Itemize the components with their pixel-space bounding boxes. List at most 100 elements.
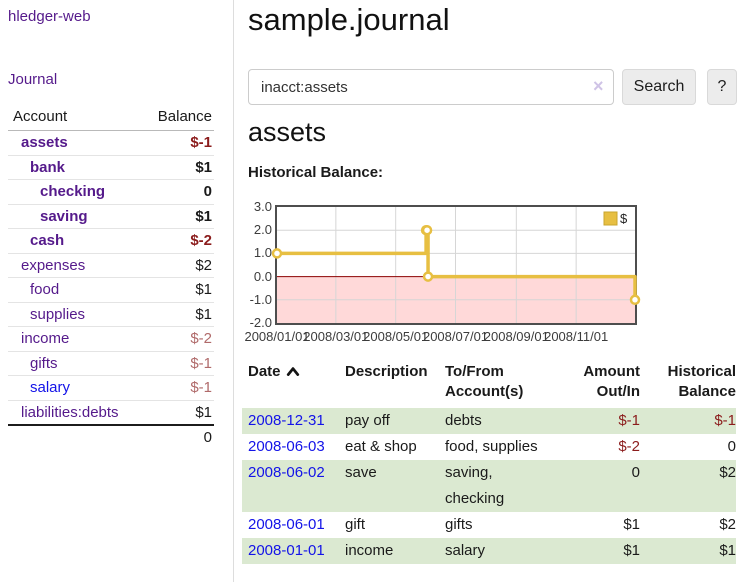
register-row: 2008-06-03 eat & shop food, supplies $-2 0 xyxy=(242,434,736,460)
register-date-cell: 2008-06-02 xyxy=(242,460,345,512)
x-axis-tick-label: 2008/07/01 xyxy=(422,329,489,344)
brand-link[interactable]: hledger-web xyxy=(8,8,91,25)
sidebar-account-income[interactable]: income xyxy=(21,330,70,347)
account-balance: $-2 xyxy=(190,330,212,347)
sidebar-account-checking[interactable]: checking xyxy=(40,183,106,200)
register-accounts-text: salary xyxy=(445,542,486,559)
date-column-header[interactable]: Date xyxy=(242,362,345,402)
clear-search-icon[interactable]: × xyxy=(593,76,604,96)
register-description-cell: gift xyxy=(345,516,366,533)
account-balance: $1 xyxy=(195,403,212,421)
account-row: cash $-2 xyxy=(8,229,214,254)
chart-data-point[interactable] xyxy=(629,294,641,306)
account-total-value: 0 xyxy=(203,429,212,446)
account-row: gifts $-1 xyxy=(8,352,214,376)
register-row: 2008-12-31 pay off debts $-1 $-1 xyxy=(242,408,736,434)
x-axis-tick-label: 2008/05/01 xyxy=(363,329,429,344)
account-row: checking 0 xyxy=(8,180,214,205)
account-total-row: 0 xyxy=(8,424,214,449)
sidebar-account-supplies[interactable]: supplies xyxy=(30,305,86,323)
transaction-date-link[interactable]: 2008-06-01 xyxy=(248,516,325,533)
account-balance: $1 xyxy=(195,281,212,298)
sidebar-item-journal[interactable]: Journal xyxy=(8,71,58,88)
sort-ascending-icon xyxy=(286,367,299,376)
legend-swatch xyxy=(603,211,618,226)
amount-header-line2: Out/In xyxy=(596,383,640,400)
help-button[interactable]: ? xyxy=(707,69,737,105)
chart-data-point[interactable] xyxy=(421,224,433,236)
account-tree: Account Balance assets $-1 bank $1 checking 0… xyxy=(8,104,214,449)
account-balance: $-1 xyxy=(190,379,212,396)
register-balance-cell: $1 xyxy=(719,542,736,559)
sidebar-account-gifts[interactable]: gifts xyxy=(30,354,58,372)
transaction-date-link[interactable]: 2008-06-02 xyxy=(248,464,325,481)
register-accounts-cell: saving, checking xyxy=(445,460,560,512)
register-header: Date Description To/From Account(s) Amou… xyxy=(242,362,736,408)
transaction-date-link[interactable]: 2008-06-03 xyxy=(248,438,325,455)
register-accounts-cell: gifts xyxy=(445,512,560,538)
register-date-cell: 2008-12-31 xyxy=(242,408,345,434)
accounts-column-header: To/From Account(s) xyxy=(445,362,560,402)
chart-plot[interactable]: $ xyxy=(271,205,641,325)
chart-title: Historical Balance: xyxy=(248,164,384,181)
y-axis-tick-label: -1.0 xyxy=(249,291,272,307)
account-balance: $-1 xyxy=(190,354,212,372)
page-title: sample.journal xyxy=(248,2,450,37)
register-description-cell: save xyxy=(345,464,377,481)
register-date-cell: 2008-01-01 xyxy=(242,538,345,564)
transaction-date-link[interactable]: 2008-12-31 xyxy=(248,412,325,429)
register-description-cell: pay off xyxy=(345,412,390,429)
register-balance-cell: 0 xyxy=(727,438,736,455)
register-amount-cell: $-2 xyxy=(618,438,640,455)
accounts-header-line2: Account(s) xyxy=(445,383,524,400)
y-axis-tick-label: 0.0 xyxy=(253,268,272,284)
register-accounts-text: food, supplies xyxy=(445,438,538,455)
chart-data-point[interactable] xyxy=(271,248,283,259)
sidebar-account-saving[interactable]: saving xyxy=(40,207,88,225)
register-accounts-text: saving, checking xyxy=(445,464,505,507)
legend-label: $ xyxy=(620,211,628,226)
sidebar-account-food[interactable]: food xyxy=(30,281,60,298)
sidebar-account-cash[interactable]: cash xyxy=(30,232,65,249)
account-row: salary $-1 xyxy=(8,376,214,401)
chart-canvas[interactable]: $ xyxy=(271,207,641,323)
register-accounts-text: gifts xyxy=(445,516,473,533)
register-description-cell: eat & shop xyxy=(345,438,417,455)
account-row: liabilities:debts $1 xyxy=(8,401,214,425)
x-axis-tick-label: 2008/09/01 xyxy=(483,329,549,344)
date-column-label: Date xyxy=(248,363,281,380)
register-row: 2008-06-01 gift gifts $1 $2 xyxy=(242,512,736,538)
y-axis-tick-label: 2.0 xyxy=(253,222,272,238)
account-tree-header: Account Balance xyxy=(8,104,214,131)
sidebar-account-salary[interactable]: salary xyxy=(30,379,71,396)
account-balance: 0 xyxy=(203,183,212,200)
search-button[interactable]: Search xyxy=(622,69,696,105)
sidebar-account-liabilities-debts[interactable]: liabilities:debts xyxy=(21,403,119,421)
register-date-cell: 2008-06-03 xyxy=(242,434,345,460)
account-balance: $1 xyxy=(195,207,212,225)
balance-column-header: Balance xyxy=(157,108,212,125)
account-row: supplies $1 xyxy=(8,303,214,327)
account-balance: $2 xyxy=(195,256,212,274)
search-input[interactable] xyxy=(248,69,614,105)
accounts-header-line1: To/From xyxy=(445,363,504,380)
account-balance: $-2 xyxy=(190,232,212,249)
register-table: Date Description To/From Account(s) Amou… xyxy=(242,362,736,564)
y-axis-tick-label: 1.0 xyxy=(253,245,272,261)
account-balance: $1 xyxy=(195,305,212,323)
sidebar-account-bank[interactable]: bank xyxy=(30,158,66,176)
x-axis-tick-label: 2008/01/01 xyxy=(244,329,310,344)
transaction-date-link[interactable]: 2008-01-01 xyxy=(248,542,325,559)
sidebar-account-assets[interactable]: assets xyxy=(21,134,68,151)
register-accounts-cell: food, supplies xyxy=(445,434,560,460)
register-accounts-text: debts xyxy=(445,412,482,429)
account-row: assets $-1 xyxy=(8,131,214,156)
register-amount-cell: 0 xyxy=(631,464,640,481)
chart-data-point[interactable] xyxy=(422,271,434,282)
register-amount-cell: $1 xyxy=(623,516,640,533)
sidebar-account-expenses[interactable]: expenses xyxy=(21,256,86,274)
register-row: 2008-01-01 income salary $1 $1 xyxy=(242,538,736,564)
account-balance: $-1 xyxy=(190,134,212,151)
y-axis-tick-label: 3.0 xyxy=(253,199,272,214)
